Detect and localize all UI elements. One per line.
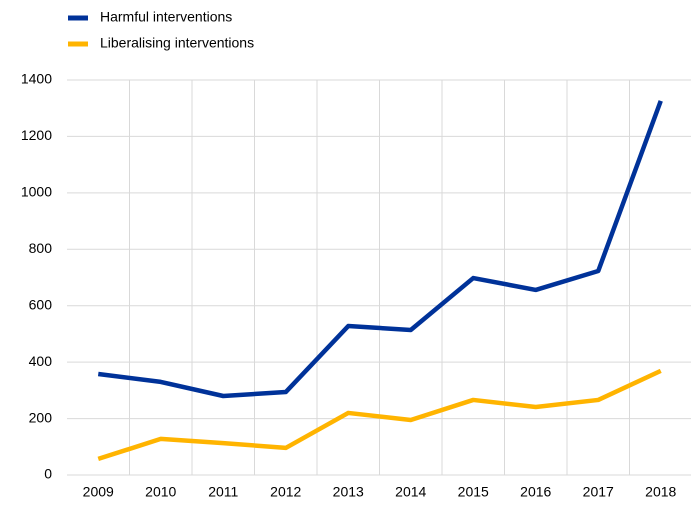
x-tick-label: 2013 [333,484,364,500]
x-tick-label: 2010 [145,484,176,500]
x-tick-label: 2015 [458,484,489,500]
y-tick-label: 800 [29,240,53,256]
x-tick-label: 2014 [395,484,426,500]
y-tick-label: 600 [29,296,53,312]
series-line [97,100,663,399]
y-tick-label: 1200 [21,127,52,143]
x-tick-label: 2012 [270,484,301,500]
legend-label: Harmful interventions [100,9,232,25]
x-tick-label: 2009 [83,484,114,500]
y-tick-label: 400 [29,353,53,369]
y-tick-label: 1000 [21,184,52,200]
x-tick-label: 2011 [208,484,238,500]
y-tick-label: 1400 [21,71,52,87]
y-tick-label: 200 [29,409,53,425]
legend-label: Liberalising interventions [100,35,254,51]
y-tick-label: 0 [44,466,52,482]
x-tick-label: 2018 [645,484,676,500]
x-tick-label: 2016 [520,484,551,500]
series-line [97,368,662,462]
x-tick-label: 2017 [583,484,614,500]
